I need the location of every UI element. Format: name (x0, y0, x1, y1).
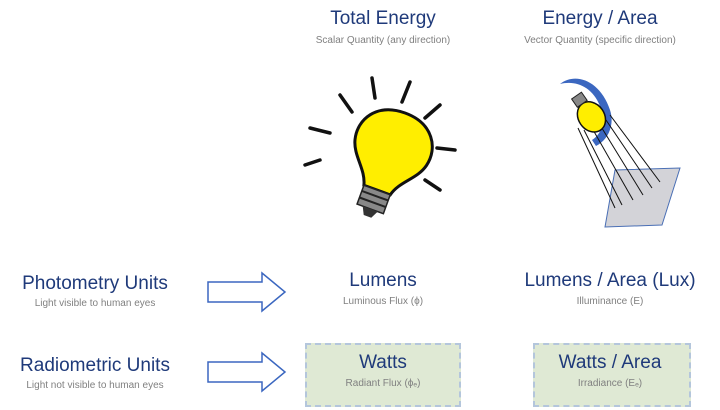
row-subtitle: Light not visible to human eyes (0, 380, 190, 391)
cell-title: Watts / Area (500, 352, 720, 374)
illustrations (0, 0, 720, 410)
cell-subtitle: Illuminance (E) (500, 296, 720, 307)
column-subtitle: Vector Quantity (specific direction) (490, 35, 710, 46)
arrow (208, 273, 285, 311)
row-title: Radiometric Units (0, 355, 190, 377)
row-subtitle: Light visible to human eyes (0, 298, 190, 309)
surface (605, 168, 680, 227)
column-subtitle: Scalar Quantity (any direction) (283, 35, 483, 46)
cell-subtitle: Irradiance (Eₑ) (500, 378, 720, 389)
row-title: Photometry Units (0, 273, 190, 295)
cell-title: Lumens / Area (Lux) (500, 270, 720, 292)
column-title: Energy / Area (500, 8, 700, 30)
arrow (208, 353, 285, 391)
column-title: Total Energy (283, 8, 483, 30)
cell-title: Watts (283, 352, 483, 374)
cell-subtitle: Luminous Flux (ϕ) (283, 296, 483, 307)
page: Total Energy Scalar Quantity (any direct… (0, 0, 720, 410)
cell-title: Lumens (283, 270, 483, 292)
cell-subtitle: Radiant Flux (ϕₑ) (283, 378, 483, 389)
